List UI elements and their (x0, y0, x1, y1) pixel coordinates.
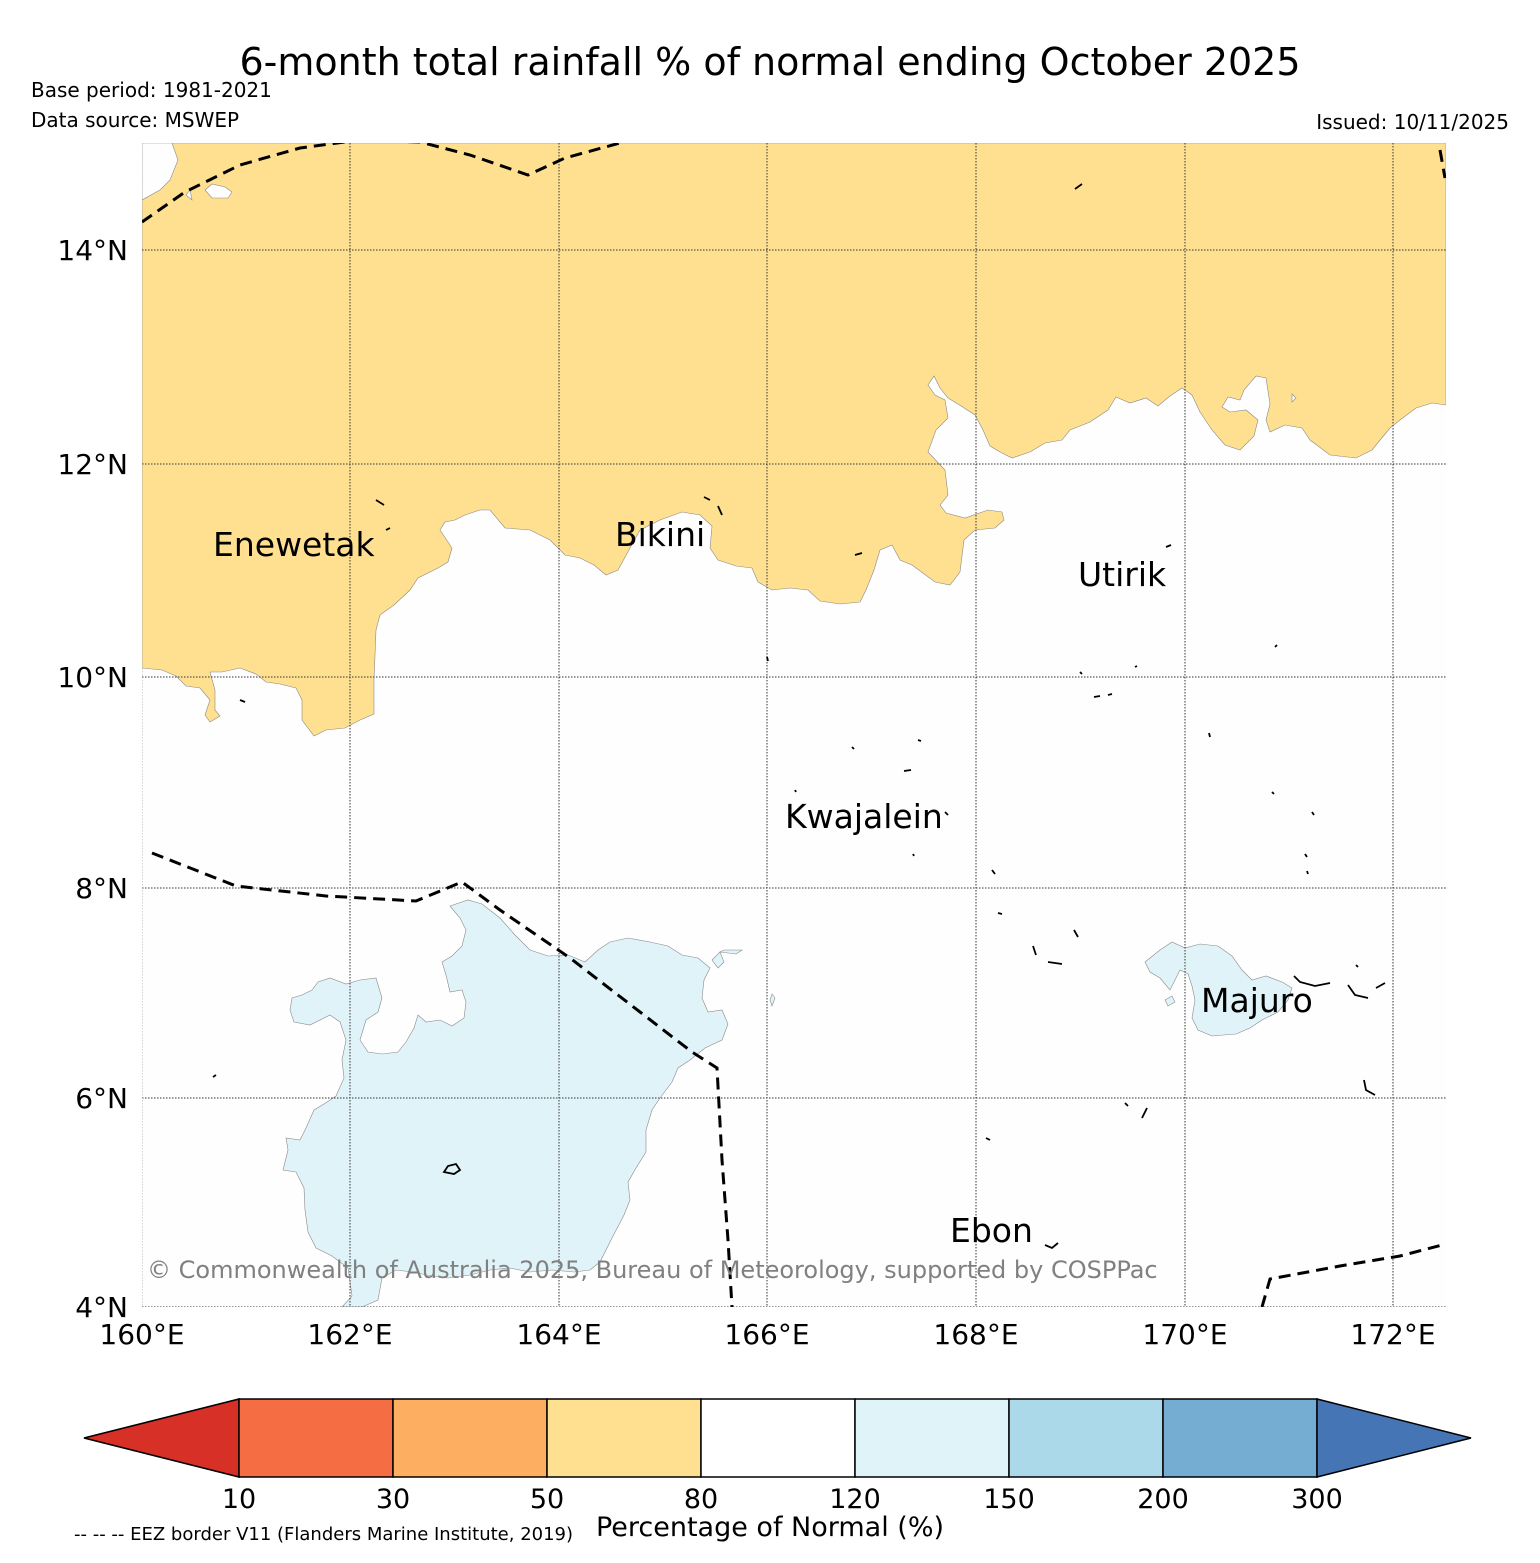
white-patch (204, 183, 233, 199)
colorbar-segment (1316, 1398, 1472, 1478)
colorbar-tick-label: 120 (829, 1484, 881, 1515)
colorbar-tick-label: 300 (1291, 1484, 1343, 1515)
white-patch (185, 189, 193, 201)
eez-border (142, 143, 1446, 1307)
above-normal-region-majuro (1144, 941, 1293, 1037)
atoll-coastlines (212, 183, 1386, 1250)
colorbar-segment (700, 1398, 856, 1478)
lon-label: 166°E (724, 1318, 809, 1351)
colorbar-segment (546, 1398, 702, 1478)
lon-label: 172°E (1350, 1318, 1435, 1351)
copyright-notice: © Commonwealth of Australia 2025, Bureau… (147, 1256, 1158, 1284)
colorbar-segment (392, 1398, 548, 1478)
lat-label: 4°N (75, 1291, 128, 1324)
place-label-kwajalein: Kwajalein (785, 797, 943, 836)
colorbar-tick-label: 150 (983, 1484, 1035, 1515)
place-label-bikini: Bikini (615, 515, 705, 554)
lon-label: 168°E (933, 1318, 1018, 1351)
colorbar-segment (238, 1398, 394, 1478)
lat-label: 14°N (57, 234, 128, 267)
above-normal-islet (718, 949, 743, 955)
lat-label: 10°N (57, 661, 128, 694)
colorbar-tick-label: 10 (222, 1484, 256, 1515)
place-label-majuro: Majuro (1201, 981, 1313, 1020)
above-normal-islet (711, 951, 725, 969)
colorbar-label: Percentage of Normal (%) (595, 1512, 945, 1543)
place-label-ebon: Ebon (950, 1211, 1033, 1250)
issued-date: Issued: 10/11/2025 (1316, 110, 1509, 134)
place-label-utirik: Utirik (1078, 555, 1167, 594)
colorbar-tick-label: 80 (684, 1484, 718, 1515)
above-normal-islet (769, 993, 776, 1007)
graticule (142, 143, 1446, 1307)
place-label-enewetak: Enewetak (213, 525, 376, 564)
lat-label: 8°N (75, 872, 128, 905)
white-patch (142, 143, 179, 201)
eez-legend-note: -- -- -- EEZ border V11 (Flanders Marine… (74, 1524, 574, 1545)
lon-label: 162°E (307, 1318, 392, 1351)
colorbar-segment (854, 1398, 1010, 1478)
above-normal-region-west (282, 899, 729, 1307)
colorbar-segment (83, 1398, 240, 1478)
colorbar-segment (1162, 1398, 1318, 1478)
data-source: Data source: MSWEP (31, 108, 240, 132)
lon-label: 170°E (1142, 1318, 1227, 1351)
lon-label: 164°E (516, 1318, 601, 1351)
colorbar-tick-label: 200 (1137, 1484, 1189, 1515)
colorbar: 10 30 50 80 120 150 200 300 (83, 1398, 1472, 1515)
colorbar-tick-label: 50 (530, 1484, 564, 1515)
lat-label: 6°N (75, 1082, 128, 1115)
colorbar-tick-label: 30 (376, 1484, 410, 1515)
above-normal-islet (1164, 995, 1176, 1007)
white-patch (1291, 393, 1297, 403)
colorbar-segment (1008, 1398, 1164, 1478)
below-normal-region (142, 143, 1446, 737)
base-period: Base period: 1981-2021 (31, 78, 272, 102)
lat-label: 12°N (57, 448, 128, 481)
map-title: 6-month total rainfall % of normal endin… (239, 40, 1301, 84)
lon-label: 160°E (99, 1318, 184, 1351)
